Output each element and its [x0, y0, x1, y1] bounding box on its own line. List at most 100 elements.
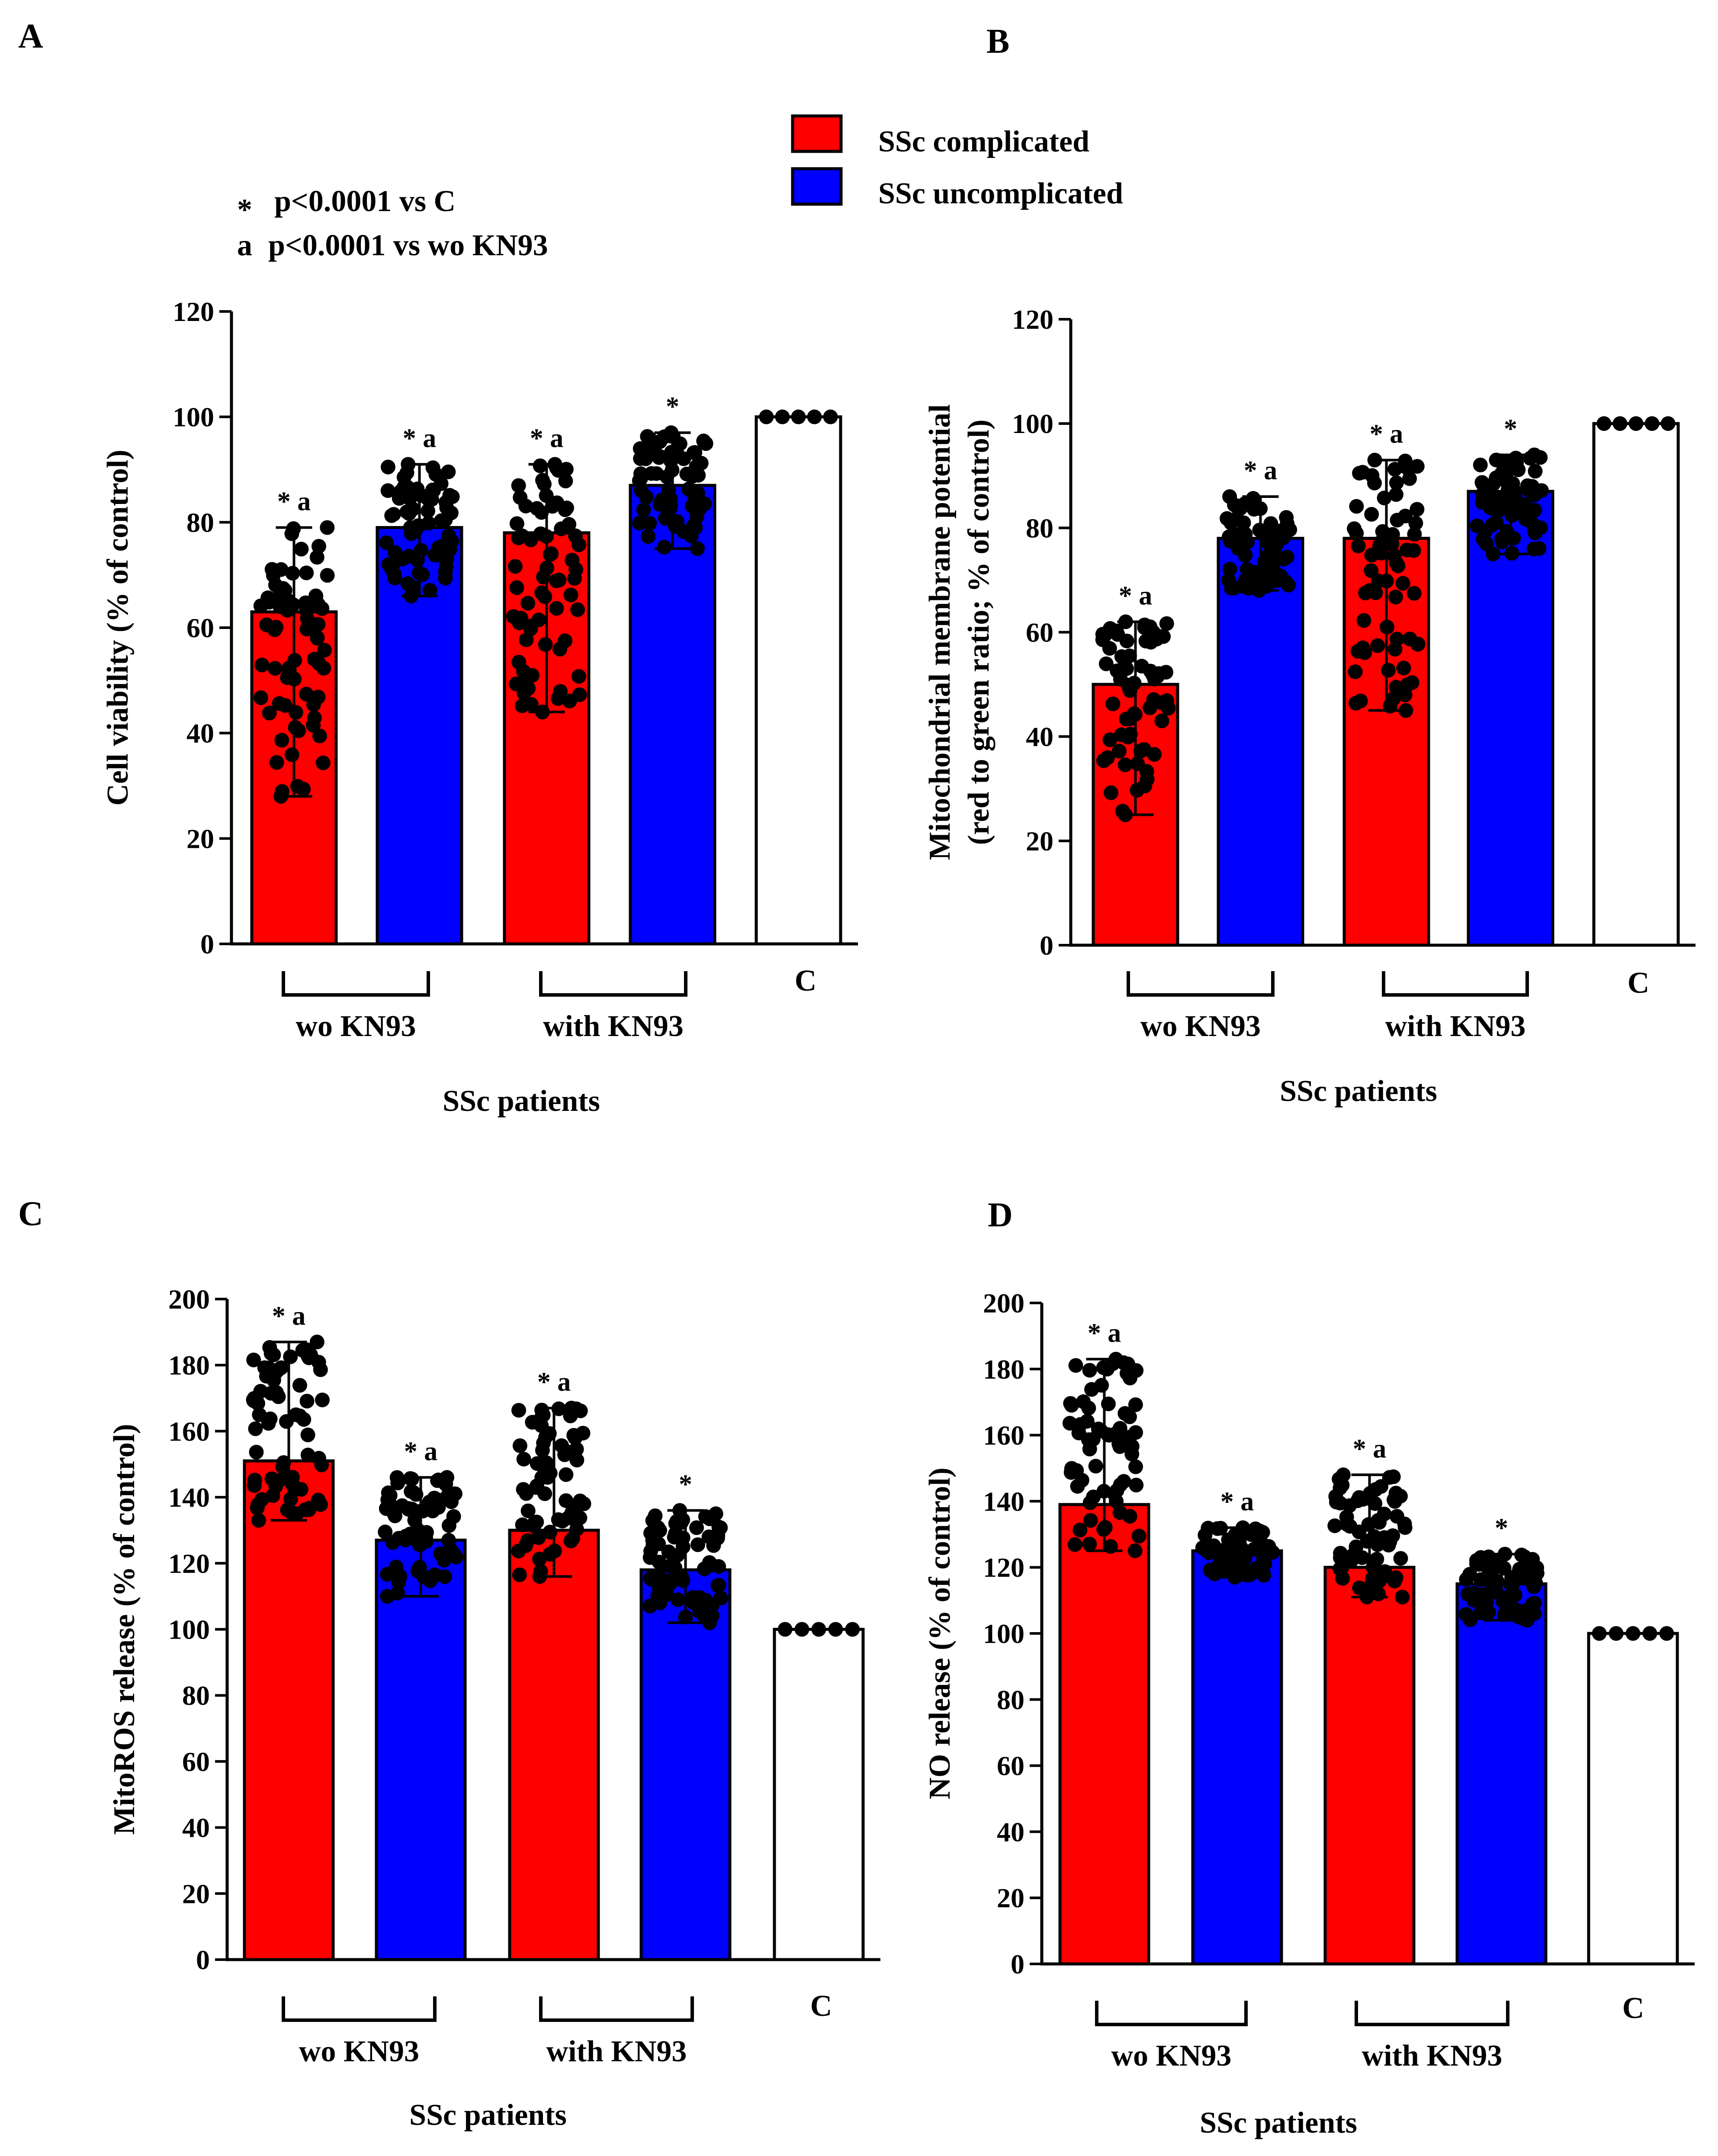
- panel-c-data-point: [264, 1471, 279, 1486]
- panel-d-y-tick-label: 160: [983, 1420, 1024, 1451]
- panel-a-data-point: [262, 594, 277, 610]
- panel-b-y-tick-label: 0: [1040, 930, 1053, 961]
- panel-c-data-point: [519, 1486, 534, 1501]
- panel-d-y-tick-label: 100: [983, 1618, 1024, 1649]
- panel-a-data-point: [508, 676, 523, 691]
- panel-a-data-point: [518, 498, 533, 513]
- panel-a-data-point: [405, 501, 421, 517]
- panel-c-y-tick-label: 20: [182, 1878, 210, 1909]
- panel-b-data-point: [1273, 568, 1288, 584]
- panel-b-data-point: [1364, 507, 1379, 522]
- panel-d-x-axis-label: SSc patients: [1200, 2106, 1357, 2140]
- panel-d-data-point: [1222, 1535, 1237, 1550]
- panel-d-bar: [1323, 1566, 1416, 1966]
- panel-c-data-point: [511, 1403, 527, 1418]
- panel-a-data-point: [286, 521, 301, 536]
- panel-d-data-point: [1081, 1432, 1096, 1447]
- panel-a-data-point: [438, 571, 453, 586]
- panel-d-data-point: [1112, 1439, 1127, 1454]
- panel-c-data-point: [537, 1486, 552, 1501]
- panel-c-data-point: [554, 1438, 569, 1453]
- panel-a-data-point: [274, 733, 289, 748]
- panel-a-data-point: [414, 543, 429, 558]
- panel-b-data-point: [1221, 573, 1236, 588]
- panel-c-data-point: [276, 1455, 291, 1470]
- panel-b-data-point: [1145, 667, 1160, 683]
- significance-symbol-star: *: [237, 193, 252, 227]
- panel-a-y-tick-label: 60: [186, 613, 214, 643]
- panel-a-y-axis-label: Cell viability (% of control): [101, 449, 135, 805]
- panel-a-data-point: [434, 476, 449, 491]
- panel-c-bar: [375, 1538, 467, 1961]
- panel-c-data-point: [406, 1485, 421, 1500]
- panel-d-data-point: [1129, 1477, 1144, 1492]
- panel-a-data-point: [652, 497, 668, 512]
- panel-a-data-point: [421, 504, 436, 519]
- panel-d-data-point: [1073, 1522, 1088, 1537]
- panel-c-data-point: [390, 1585, 405, 1601]
- panel-b-y-tick-label: 60: [1026, 617, 1053, 648]
- panel-a-data-point: [570, 602, 585, 617]
- panel-b-data-point: [1388, 487, 1403, 502]
- panel-b-data-point: [1137, 778, 1153, 793]
- panel-c-data-point: [705, 1608, 720, 1623]
- panel-c-group-label: with KN93: [546, 2035, 687, 2068]
- panel-b-data-point: [1103, 785, 1118, 800]
- panel-c-data-point: [379, 1501, 394, 1516]
- panel-b-data-point: [1374, 533, 1390, 549]
- panel-b-data-point: [1238, 548, 1253, 563]
- panel-d-data-point: [1119, 1366, 1134, 1381]
- panel-c-y-tick-label: 60: [182, 1746, 210, 1777]
- panel-a-data-point: [315, 755, 331, 770]
- panel-d-data-point: [1339, 1509, 1354, 1524]
- panel-c-data-point: [518, 1538, 533, 1553]
- panel-c-data-point: [378, 1524, 393, 1540]
- panel-c-data-point: [698, 1593, 713, 1608]
- panel-a-significance-mark: * a: [277, 487, 311, 517]
- panel-a-control-point: [791, 409, 806, 424]
- panel-d-data-point: [1201, 1521, 1216, 1536]
- panel-b-data-point: [1395, 576, 1410, 591]
- panel-d-data-point: [1395, 1589, 1410, 1604]
- panel-c-y-axis-label: MitoROS release (% of control): [108, 1424, 141, 1835]
- panel-c-data-point: [300, 1428, 315, 1443]
- panel-a-data-point: [553, 684, 568, 699]
- panel-c-data-point: [271, 1389, 286, 1404]
- panel-b-data-point: [1364, 563, 1379, 578]
- panel-a-data-point: [317, 643, 332, 658]
- panel-b-significance-mark: * a: [1244, 456, 1278, 485]
- panel-d-data-point: [1206, 1538, 1221, 1553]
- panel-c-data-point: [285, 1476, 300, 1491]
- panel-b-group-label-control: C: [1628, 966, 1650, 1000]
- panel-c-data-point: [425, 1503, 440, 1518]
- panel-c-data-point: [395, 1498, 410, 1513]
- panel-b-data-point: [1494, 466, 1509, 481]
- panel-c-data-point: [559, 1493, 574, 1508]
- panel-d-data-point: [1382, 1470, 1397, 1485]
- panel-a-data-point: [311, 617, 326, 632]
- panel-a-data-point: [253, 690, 268, 705]
- panel-a-data-point: [519, 632, 534, 647]
- panel-d-y-tick-label: 40: [997, 1816, 1024, 1847]
- panel-b-data-point: [1383, 699, 1398, 714]
- panel-d-data-point: [1473, 1605, 1488, 1620]
- panel-a-data-point: [442, 488, 457, 503]
- panel-a-data-point: [689, 459, 704, 474]
- panel-c-data-point: [403, 1471, 418, 1486]
- panel-c-y-tick-label: 40: [182, 1813, 210, 1843]
- panel-c-data-point: [643, 1571, 658, 1586]
- panel-d-data-point: [1352, 1524, 1367, 1540]
- panel-a-data-point: [309, 550, 324, 565]
- panel-b-y-tick-label: 100: [1012, 408, 1053, 439]
- panel-b-chart: 0 20 40 60 80 100 120 * a * a * a * wo KN93 with KN9…: [923, 304, 1696, 1108]
- legend-swatch-complicated: [791, 114, 843, 153]
- panel-c-data-point: [668, 1516, 683, 1531]
- panel-c-data-point: [563, 1534, 578, 1549]
- panel-b-data-point: [1513, 497, 1528, 512]
- panel-a-data-point: [288, 705, 303, 720]
- panel-b-data-point: [1111, 744, 1127, 759]
- panel-a-data-point: [672, 436, 687, 451]
- panel-d-data-point: [1333, 1561, 1348, 1576]
- panel-a-data-point: [511, 654, 527, 670]
